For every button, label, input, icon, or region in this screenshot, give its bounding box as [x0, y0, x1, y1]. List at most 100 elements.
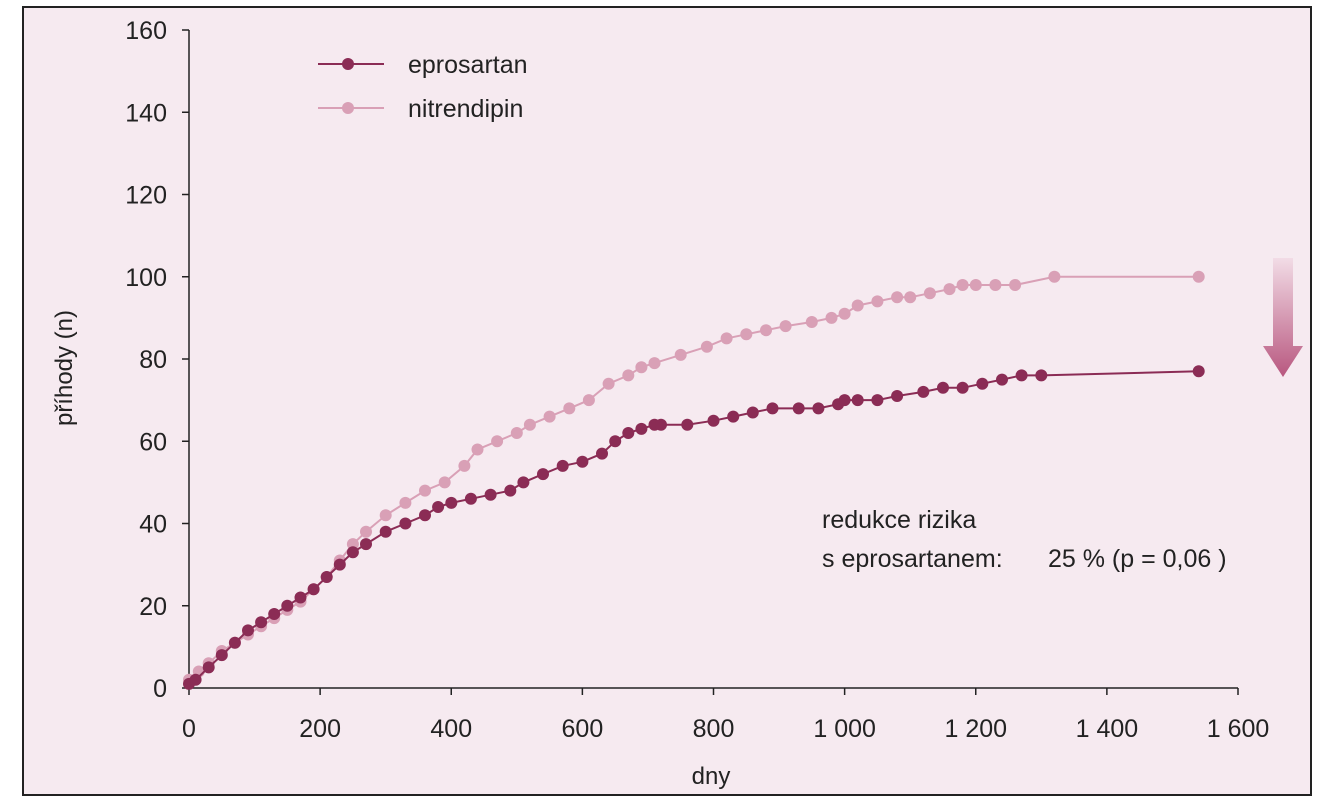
data-point-eprosartan [242, 624, 254, 637]
data-point-nitrendipin [360, 525, 372, 538]
y-tick-label: 100 [125, 264, 167, 292]
data-point-nitrendipin [635, 361, 648, 374]
data-point-eprosartan [346, 546, 359, 559]
data-point-nitrendipin [648, 357, 661, 370]
data-point-eprosartan [727, 410, 740, 423]
data-point-nitrendipin [523, 418, 536, 431]
data-point-eprosartan [320, 571, 333, 583]
x-tick-label: 200 [299, 715, 341, 743]
data-point-nitrendipin [491, 435, 504, 448]
data-point-eprosartan [956, 381, 969, 394]
data-point-eprosartan [1192, 365, 1205, 378]
data-point-nitrendipin [871, 295, 884, 308]
data-point-eprosartan [202, 661, 215, 674]
y-tick-label: 80 [139, 346, 167, 374]
legend-marker-eprosartan [342, 58, 354, 70]
data-point-nitrendipin [760, 324, 772, 337]
data-point-eprosartan [333, 558, 346, 571]
data-point-eprosartan [360, 538, 372, 551]
data-point-eprosartan [937, 381, 949, 394]
y-tick-label: 40 [139, 511, 167, 539]
data-point-eprosartan [576, 455, 589, 468]
data-point-nitrendipin [471, 443, 484, 456]
down-arrow-icon [1263, 258, 1303, 377]
data-point-nitrendipin [956, 279, 969, 291]
data-point-nitrendipin [891, 291, 904, 304]
legend: eprosartan nitrendipin [318, 51, 528, 123]
data-point-nitrendipin [779, 320, 792, 333]
series-line-nitrendipin [188, 275, 1199, 681]
data-point-eprosartan [268, 608, 281, 620]
data-point-eprosartan [655, 418, 667, 431]
x-tick-label: 1 600 [1207, 715, 1270, 743]
x-tick-label: 1 000 [813, 715, 876, 743]
data-point-nitrendipin [805, 316, 818, 328]
data-point-nitrendipin [825, 311, 838, 324]
legend-marker-nitrendipin [342, 102, 354, 114]
y-tick-label: 140 [125, 99, 167, 127]
data-point-eprosartan [1015, 369, 1028, 382]
data-point-eprosartan [812, 402, 825, 415]
data-point-eprosartan [917, 385, 930, 398]
data-point-nitrendipin [838, 307, 851, 320]
data-point-nitrendipin [969, 279, 982, 291]
annotation-line-2: s eprosartanem: [822, 545, 1003, 573]
data-point-nitrendipin [1192, 270, 1205, 283]
chart-frame [22, 6, 1312, 796]
data-point-nitrendipin [989, 279, 1002, 291]
data-point-nitrendipin [458, 459, 471, 472]
data-point-nitrendipin [346, 538, 359, 551]
data-point-nitrendipin [510, 427, 523, 439]
data-point-eprosartan [517, 476, 530, 489]
y-tick-label: 160 [125, 17, 167, 45]
data-point-nitrendipin [674, 348, 687, 361]
data-point-eprosartan [537, 468, 549, 481]
data-point-eprosartan [1035, 369, 1048, 382]
series-eprosartan [183, 365, 1205, 690]
data-point-eprosartan [379, 525, 392, 538]
data-point-eprosartan [215, 649, 228, 662]
data-point-eprosartan [707, 414, 720, 427]
series-layer [183, 270, 1205, 690]
legend-label-eprosartan: eprosartan [408, 51, 528, 79]
data-point-nitrendipin [740, 328, 753, 341]
x-tick-label: 1 200 [944, 715, 1007, 743]
data-point-eprosartan [399, 517, 412, 530]
data-point-eprosartan [281, 599, 294, 612]
y-tick-label: 0 [153, 675, 167, 703]
x-axis-title: dny [692, 763, 731, 790]
y-tick-label: 120 [125, 182, 167, 210]
data-point-eprosartan [307, 583, 320, 596]
data-point-eprosartan [635, 422, 648, 435]
data-point-eprosartan [189, 673, 202, 686]
data-point-eprosartan [228, 636, 241, 649]
data-point-nitrendipin [563, 402, 576, 415]
data-point-nitrendipin [622, 369, 635, 382]
data-point-eprosartan [609, 435, 622, 448]
data-point-nitrendipin [1048, 270, 1061, 283]
data-point-nitrendipin [438, 476, 451, 489]
x-tick-label: 1 400 [1076, 715, 1139, 743]
annotation-line-1: redukce rizika [822, 506, 976, 534]
data-point-nitrendipin [419, 484, 431, 497]
data-point-eprosartan [556, 459, 569, 472]
annotation-line-3: 25 % (p = 0,06 ) [1048, 545, 1227, 573]
data-point-eprosartan [294, 591, 307, 604]
data-point-eprosartan [851, 394, 864, 407]
data-point-nitrendipin [943, 283, 956, 296]
data-point-eprosartan [484, 488, 497, 501]
data-point-eprosartan [681, 418, 694, 431]
data-point-eprosartan [419, 509, 431, 522]
data-point-eprosartan [871, 394, 884, 407]
x-tick-label: 600 [562, 715, 604, 743]
data-point-eprosartan [891, 390, 904, 402]
data-point-nitrendipin [700, 340, 713, 353]
data-point-eprosartan [622, 427, 635, 439]
data-point-nitrendipin [720, 332, 733, 345]
data-point-eprosartan [432, 501, 445, 513]
data-point-eprosartan [996, 373, 1008, 386]
data-point-eprosartan [976, 377, 989, 390]
data-point-eprosartan [445, 496, 458, 509]
data-point-eprosartan [792, 402, 805, 415]
